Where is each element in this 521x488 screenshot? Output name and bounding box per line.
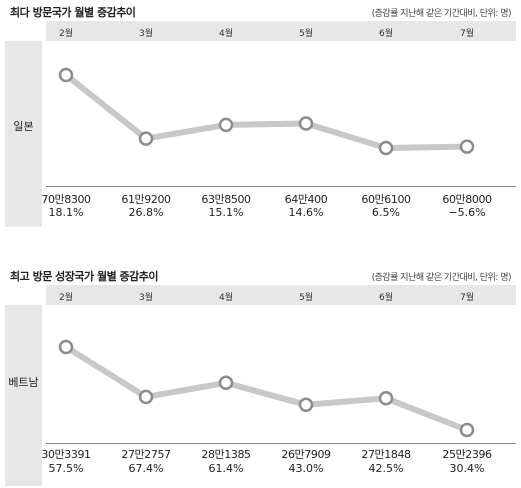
growth-rate-label: 57.5% [48,462,84,475]
month-label: 5월 [298,293,313,303]
growth-rate-label: 18.1% [48,206,84,219]
country-label: 베트남 [8,376,39,389]
growth-rate-label: 43.0% [288,462,324,475]
month-label: 2월 [58,293,73,303]
growth-rate-label: 61.4% [208,462,244,475]
value-label: 25만2396 [442,448,492,461]
japan-chart-panel: 최다 방문국가 월별 증감추이 (증감률 지난해 같은 기간대비, 단위: 명)… [0,0,521,232]
series-line [64,72,468,151]
growth-rate-label: 15.1% [208,206,244,219]
value-label: 28만1385 [201,448,251,461]
data-point [459,139,475,154]
data-point [58,339,74,355]
growth-rate-label: 26.8% [128,206,164,219]
data-point [58,67,74,83]
vietnam-chart-panel: 최고 방문 성장국가 월별 증감추이 (증감률 지난해 같은 기간대비, 단위:… [0,264,521,488]
chart-note: (증감률 지난해 같은 기간대비, 단위: 명) [371,273,512,283]
data-point [218,375,234,391]
value-label: 64만400 [284,193,328,206]
month-label: 3월 [138,293,153,303]
growth-rate-label: 6.5% [372,206,400,219]
country-side-band [5,305,42,486]
line-plot [58,339,475,438]
series-line [64,344,469,433]
value-label: 30만3391 [41,448,91,461]
month-label: 7월 [459,293,474,303]
row-divider [46,186,516,187]
country-label: 일본 [13,120,34,133]
country-side-band [5,41,42,227]
data-point [378,140,394,156]
row-divider [46,443,516,444]
value-label: 27만1848 [361,448,411,461]
month-header-band [46,21,516,41]
month-label: 6월 [378,29,393,39]
growth-rate-label: −5.6% [448,206,486,219]
month-label: 4월 [218,293,233,303]
value-label: 26만7909 [281,448,331,461]
value-label: 61만9200 [121,193,171,206]
line-plot [58,67,475,156]
chart-title: 최다 방문국가 월별 증감추이 [10,6,136,19]
month-header-band [46,285,516,305]
data-point [218,117,234,133]
data-point [459,422,475,438]
growth-rate-label: 30.4% [449,462,485,475]
growth-rate-label: 42.5% [368,462,404,475]
data-point [298,116,314,131]
value-label: 27만2757 [121,448,171,461]
data-point [298,397,314,413]
data-point [138,389,154,405]
month-label: 5월 [298,29,313,39]
data-point [378,391,394,406]
growth-rate-label: 67.4% [128,462,164,475]
value-label: 60만8000 [442,193,492,206]
month-label: 6월 [378,293,393,303]
value-label: 63만8500 [201,193,251,206]
data-point [138,131,154,146]
month-label: 3월 [138,29,153,39]
growth-rate-label: 14.6% [288,206,324,219]
value-label: 60만6100 [361,193,411,206]
chart-title: 최고 방문 성장국가 월별 증감추이 [10,270,159,283]
month-label: 2월 [58,29,73,39]
month-label: 7월 [459,29,474,39]
chart-note: (증감률 지난해 같은 기간대비, 단위: 명) [371,9,512,19]
month-label: 4월 [218,29,233,39]
value-label: 70만8300 [41,193,91,206]
